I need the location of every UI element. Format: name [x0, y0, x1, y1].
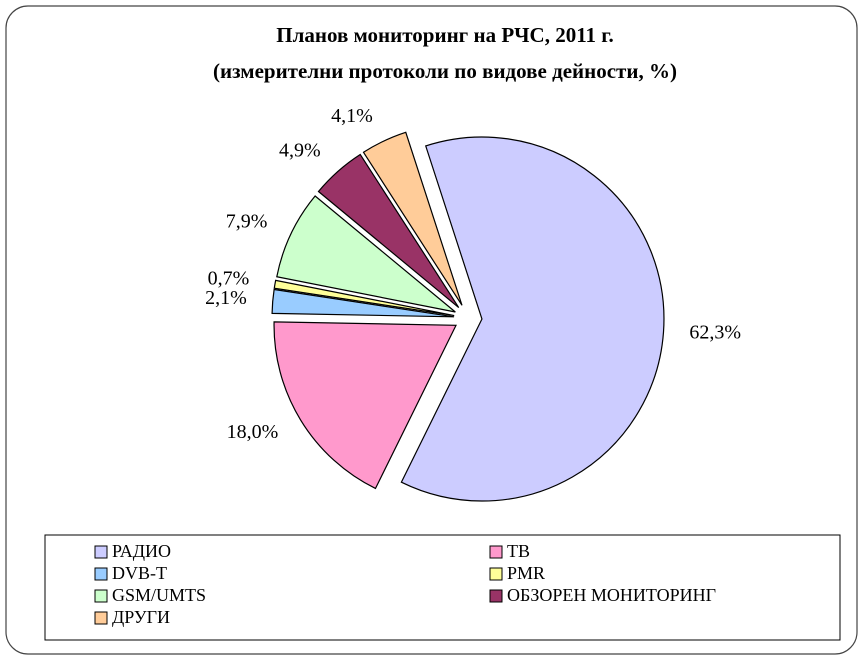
legend-swatch	[489, 545, 503, 559]
data-label: 4,9%	[279, 140, 321, 162]
legend-label: PMR	[507, 563, 545, 583]
chart-title: Планов мониторинг на РЧС, 2011 г.	[276, 23, 613, 47]
legend-swatch	[94, 545, 108, 559]
legend-box	[44, 534, 841, 641]
legend-swatch	[94, 567, 108, 581]
legend-label: ТВ	[507, 541, 530, 561]
data-label: 62,3%	[689, 322, 741, 344]
legend-label: ДРУГИ	[112, 607, 170, 627]
legend-label: GSM/UMTS	[112, 585, 206, 605]
legend-label: DVB-T	[112, 563, 167, 583]
legend-swatch	[94, 611, 108, 625]
legend-swatch	[489, 589, 503, 603]
legend-swatch	[489, 567, 503, 581]
data-label: 7,9%	[226, 210, 268, 232]
pie-slice	[273, 321, 457, 490]
pie-slice	[271, 288, 455, 318]
pie-slice	[317, 153, 460, 308]
legend-label: РАДИО	[112, 541, 171, 561]
pie-slice	[276, 195, 456, 313]
legend-swatch	[94, 589, 108, 603]
data-label: 2,1%	[205, 287, 247, 309]
chart-subtitle: (измерителни протоколи по видове дейност…	[213, 59, 677, 83]
pie-slice	[362, 131, 463, 306]
data-label: 18,0%	[227, 421, 279, 443]
legend-label: ОБЗОРЕН МОНИТОРИНГ	[507, 585, 716, 605]
pie-slice	[400, 136, 665, 502]
data-label: 0,7%	[208, 267, 250, 289]
data-label: 4,1%	[331, 105, 373, 127]
pie-slice	[273, 279, 455, 317]
